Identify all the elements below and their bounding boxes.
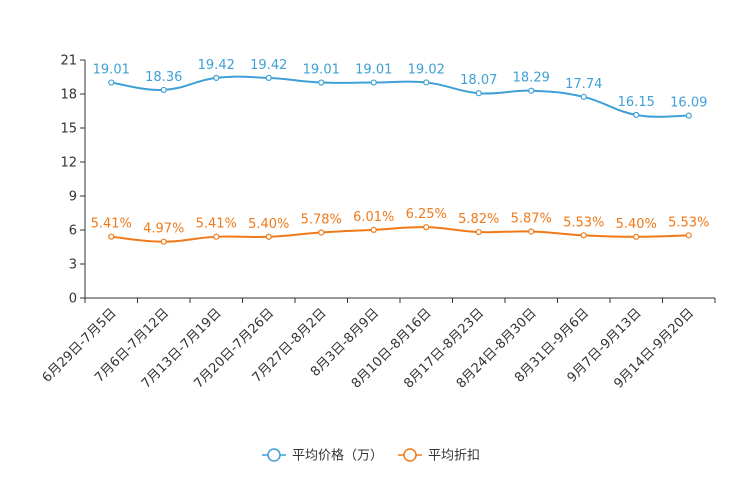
data-label: 4.97% bbox=[143, 222, 184, 237]
data-point[interactable] bbox=[265, 233, 272, 240]
series-line bbox=[111, 226, 689, 243]
data-point[interactable] bbox=[160, 238, 167, 245]
data-label: 19.01 bbox=[355, 63, 392, 78]
legend-marker-icon bbox=[267, 448, 281, 462]
data-label: 5.87% bbox=[511, 211, 552, 226]
data-point[interactable] bbox=[108, 233, 115, 240]
data-label: 19.01 bbox=[93, 63, 130, 78]
data-point[interactable] bbox=[423, 79, 430, 86]
data-point[interactable] bbox=[265, 74, 272, 82]
data-label: 5.40% bbox=[248, 217, 289, 232]
legend-label: 平均折扣 bbox=[428, 449, 480, 464]
y-tick-label: 15 bbox=[60, 122, 77, 137]
data-label: 5.53% bbox=[563, 215, 604, 230]
y-tick-label: 3 bbox=[69, 258, 77, 273]
data-label: 19.42 bbox=[198, 58, 235, 73]
series-avg-discount: 5.41% 4.97% 5.41% 5.40% 5.78% 6.01% 6.25% 5.82%… bbox=[91, 207, 709, 245]
y-tick-label: 6 bbox=[69, 224, 77, 239]
data-point[interactable] bbox=[423, 224, 430, 231]
data-label: 19.01 bbox=[303, 63, 340, 78]
data-label: 19.42 bbox=[250, 58, 287, 73]
legend-item[interactable]: 平均折扣 bbox=[398, 448, 480, 464]
chart-series: 19.01 18.36 19.42 19.42 19.01 19.01 19.02 18.07… bbox=[91, 58, 709, 245]
legend-marker-icon bbox=[403, 448, 417, 462]
data-point[interactable] bbox=[213, 233, 220, 240]
data-point[interactable] bbox=[318, 79, 325, 86]
legend-item[interactable]: 平均价格（万） bbox=[262, 448, 383, 464]
data-point[interactable] bbox=[108, 79, 115, 86]
data-label: 5.53% bbox=[668, 215, 709, 230]
legend-label: 平均价格（万） bbox=[292, 448, 383, 464]
data-point[interactable] bbox=[370, 226, 377, 233]
data-point[interactable] bbox=[685, 232, 692, 239]
data-label: 6.25% bbox=[406, 207, 447, 222]
data-point[interactable] bbox=[633, 111, 640, 119]
data-point[interactable] bbox=[580, 232, 587, 239]
y-tick-label: 9 bbox=[69, 190, 77, 205]
data-point[interactable] bbox=[528, 87, 535, 94]
data-label: 18.29 bbox=[513, 71, 550, 86]
data-point[interactable] bbox=[633, 233, 640, 240]
y-tick-label: 21 bbox=[60, 54, 77, 69]
data-label: 5.78% bbox=[301, 212, 342, 227]
y-tick-label: 18 bbox=[60, 88, 77, 103]
data-label: 5.82% bbox=[458, 212, 499, 227]
data-point[interactable] bbox=[160, 86, 167, 94]
data-point[interactable] bbox=[685, 112, 692, 119]
data-point[interactable] bbox=[370, 79, 377, 86]
data-label: 19.02 bbox=[408, 62, 445, 77]
data-point[interactable] bbox=[580, 93, 587, 101]
y-tick-label: 12 bbox=[60, 156, 77, 171]
data-label: 16.15 bbox=[618, 95, 655, 110]
data-label: 5.41% bbox=[91, 217, 132, 232]
series-avg-price: 19.01 18.36 19.42 19.42 19.01 19.01 19.02 18.07… bbox=[93, 58, 707, 119]
data-label: 6.01% bbox=[353, 210, 394, 225]
data-label: 17.74 bbox=[565, 77, 602, 92]
data-point[interactable] bbox=[475, 228, 482, 236]
data-label: 16.09 bbox=[670, 96, 707, 111]
data-label: 5.41% bbox=[196, 217, 237, 232]
data-point[interactable] bbox=[213, 74, 220, 82]
data-point[interactable] bbox=[318, 229, 325, 236]
data-point[interactable] bbox=[475, 90, 482, 97]
data-label: 5.40% bbox=[616, 217, 657, 232]
y-tick-label: 0 bbox=[69, 292, 77, 307]
data-label: 18.07 bbox=[460, 73, 497, 88]
series-line bbox=[111, 75, 689, 118]
data-point[interactable] bbox=[528, 228, 535, 235]
data-label: 18.36 bbox=[145, 70, 182, 85]
chart-legend[interactable]: 平均价格（万） 平均折扣 bbox=[262, 448, 480, 464]
